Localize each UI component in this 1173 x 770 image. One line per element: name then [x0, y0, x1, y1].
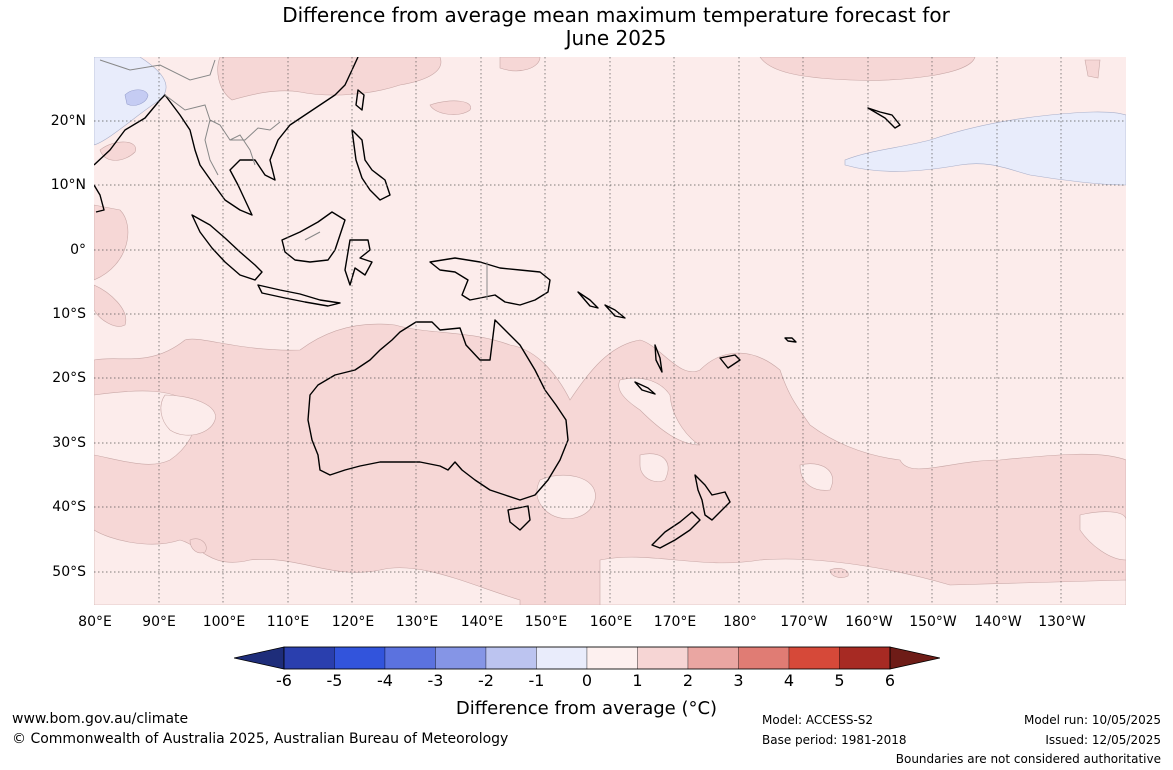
colorbar-outline: [283, 646, 891, 670]
colorbar: [234, 646, 940, 670]
colorbar-extend-high: [889, 646, 940, 670]
colorbar-swatch: [586, 646, 638, 670]
colorbar-tick-label: 1: [632, 671, 643, 690]
colorbar-tick-label: -3: [427, 671, 444, 690]
colorbar-tick-label: 0: [581, 671, 593, 690]
philippines-coast: [351, 129, 391, 201]
australia-coast: [307, 319, 569, 501]
issued-date: Issued: 12/05/2025: [1045, 733, 1161, 747]
colorbar-tick-label: 3: [733, 671, 744, 690]
lon-label-140w: 140°W: [974, 614, 1022, 630]
colorbar-tick-label: -6: [276, 671, 292, 690]
colorbar-swatch: [839, 646, 891, 670]
colorbar-swatch: [485, 646, 537, 670]
lat-label-30s: 30°S: [52, 435, 86, 451]
lon-label-100e: 100°E: [202, 614, 246, 630]
map-title-line1: Difference from average mean maximum tem…: [282, 3, 950, 27]
lon-label-170w: 170°W: [780, 614, 828, 630]
colorbar-swatch: [334, 646, 386, 670]
colorbar-tick-label: 2: [682, 671, 694, 690]
colorbar-extend-low: [234, 646, 285, 670]
lon-label-170e: 170°E: [653, 614, 697, 630]
colorbar-swatch: [687, 646, 739, 670]
colorbar-tick-label: -2: [478, 671, 494, 690]
map-title-line2: June 2025: [565, 26, 667, 50]
colorbar-tick-label: -5: [326, 671, 343, 690]
lon-label-80e: 80°E: [78, 614, 112, 630]
lat-label-20n: 20°N: [50, 113, 86, 129]
lon-label-120e: 120°E: [331, 614, 375, 630]
boundaries-disclaimer: Boundaries are not considered authoritat…: [895, 752, 1161, 766]
tasmania-coast: [507, 505, 531, 531]
colorbar-swatch: [788, 646, 840, 670]
lon-label-160w: 160°W: [845, 614, 893, 630]
new-zealand-coast: [694, 474, 731, 521]
forecast-map: [94, 57, 1126, 605]
anomaly-band-neg2-to-neg1: [124, 89, 149, 106]
lat-label-10s: 10°S: [52, 306, 86, 322]
lon-label-140e: 140°E: [460, 614, 504, 630]
lat-label-40s: 40°S: [52, 499, 86, 515]
colorbar-swatch: [536, 646, 588, 670]
political-borders: [99, 59, 488, 300]
model-name: Model: ACCESS-S2: [762, 713, 874, 727]
new-guinea-coast: [429, 257, 551, 306]
lon-label-180: 180°: [723, 614, 757, 630]
sumatra-coast: [191, 214, 263, 281]
anomaly-field: [94, 57, 1126, 605]
lat-label-20s: 20°S: [52, 370, 86, 386]
lat-label-10n: 10°N: [50, 177, 86, 193]
colorbar-swatch: [738, 646, 790, 670]
lat-label-0: 0°: [70, 242, 86, 258]
lat-label-50s: 50°S: [52, 564, 86, 580]
colorbar-tick-label: 4: [783, 671, 795, 690]
copyright: © Commonwealth of Australia 2025, Austra…: [12, 731, 509, 747]
colorbar-tick-label: 5: [834, 671, 845, 690]
borneo-coast: [281, 211, 346, 263]
lon-label-160e: 160°E: [589, 614, 633, 630]
colorbar-tick-label: -1: [528, 671, 545, 690]
lon-label-130e: 130°E: [395, 614, 439, 630]
colorbar-swatch: [384, 646, 436, 670]
colorbar-swatch: [435, 646, 487, 670]
model-run: Model run: 10/05/2025: [1023, 713, 1161, 727]
lon-label-130w: 130°W: [1038, 614, 1086, 630]
map-title: Difference from average mean maximum tem…: [0, 4, 1173, 50]
lon-label-110e: 110°E: [266, 614, 310, 630]
base-period: Base period: 1981-2018: [762, 733, 907, 747]
colorbar-swatch: [283, 646, 335, 670]
colorbar-swatch: [637, 646, 689, 670]
asia-coast: [94, 57, 359, 216]
lon-label-90e: 90°E: [142, 614, 176, 630]
colorbar-tick-label: 6: [884, 671, 896, 690]
colorbar-tick-label: -4: [377, 671, 393, 690]
lon-label-150e: 150°E: [524, 614, 568, 630]
sulawesi-coast: [344, 239, 373, 286]
lon-label-150w: 150°W: [909, 614, 957, 630]
colorbar-label: Difference from average (°C): [455, 698, 718, 719]
graticule: [94, 57, 1126, 605]
java-coast: [257, 284, 341, 307]
coastlines: [94, 57, 901, 549]
bom-url: www.bom.gov.au/climate: [12, 711, 189, 727]
